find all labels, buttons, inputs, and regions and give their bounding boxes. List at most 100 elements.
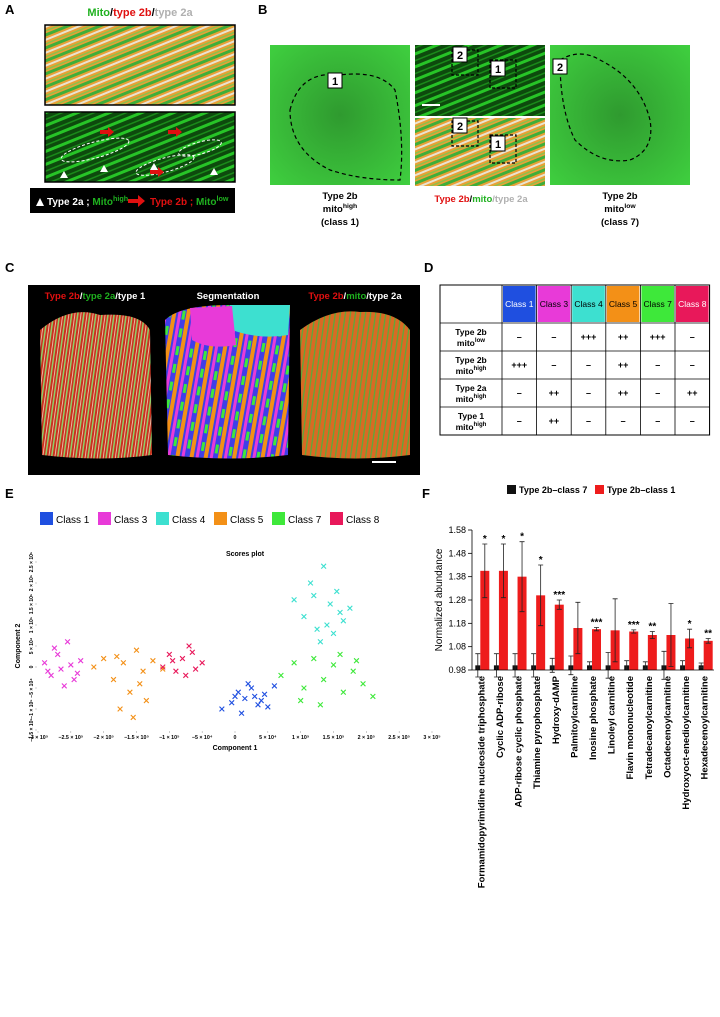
- x-tick-label: 0: [234, 735, 237, 741]
- significance: *: [539, 555, 543, 566]
- table-cell: ++: [549, 416, 560, 426]
- bar: [536, 595, 546, 670]
- scatter-point: [192, 666, 199, 672]
- row-label-part: high: [474, 393, 487, 400]
- header-label: Class 8: [678, 299, 707, 309]
- region-outline: [559, 53, 652, 162]
- scatter-point: [228, 699, 235, 706]
- error-bar: [568, 655, 574, 676]
- scatter-point: [330, 662, 337, 668]
- bar: [703, 640, 713, 670]
- bar: [554, 604, 564, 670]
- significance: *: [520, 532, 524, 543]
- scatter-point: [136, 681, 143, 687]
- table-cell: –: [586, 388, 591, 398]
- scatter-point: [159, 664, 166, 670]
- legend-text-part: Type 2a ;: [47, 197, 92, 208]
- scatter-point: [291, 597, 297, 603]
- table-cell: ++: [549, 388, 560, 398]
- header-label: Class 3: [540, 299, 569, 309]
- x-tick-label: −1.5 × 10⁵: [124, 735, 149, 741]
- scatter-point: [271, 683, 278, 689]
- axis-label: Normalized abundance: [434, 548, 445, 651]
- region-label-box: [552, 58, 568, 75]
- scatter-point: [133, 647, 140, 653]
- x-tick-label: Hexadecenoylcarnitine: [700, 676, 711, 780]
- scatter-point: [330, 630, 337, 637]
- scatter-point: [337, 651, 343, 658]
- scatter-point: [120, 660, 127, 666]
- scatter-point: [360, 681, 366, 687]
- table-cell: ++: [618, 360, 629, 370]
- header-cell: [641, 286, 674, 322]
- error-bar: [475, 653, 481, 678]
- scatter-point: [77, 657, 84, 664]
- region-label: 1: [495, 64, 501, 76]
- header-label: Class 1: [505, 299, 534, 309]
- error-bar: [605, 652, 611, 679]
- image-label-part: Type 2b: [308, 291, 343, 302]
- image-label-part: mito: [346, 291, 366, 302]
- scatter-point: [307, 580, 314, 586]
- header-cell: [572, 286, 605, 322]
- scatter-point: [199, 660, 205, 666]
- x-tick-label: Linoleyl carnitine: [607, 676, 618, 754]
- scatter-point: [320, 563, 327, 569]
- caption-part: mito: [472, 194, 492, 205]
- error-bar: [519, 541, 525, 613]
- x-tick-label: 1.5 × 10⁵: [323, 735, 345, 741]
- y-tick-label: −1.5 × 10⁵: [29, 718, 35, 742]
- x-tick-label: Inosine phosphate: [588, 676, 599, 760]
- x-tick-label: −2.5 × 10⁵: [58, 735, 83, 741]
- scatter-point: [291, 660, 297, 666]
- region-outline: [289, 73, 403, 181]
- table-cell: –: [690, 332, 695, 342]
- triangle-markers: [60, 163, 218, 178]
- x-tick-label: Octadecenoylcarnitine: [662, 676, 673, 778]
- scatter-point: [317, 702, 324, 708]
- table-cell: –: [586, 360, 591, 370]
- scatter-point: [248, 685, 255, 691]
- header-cell: [503, 286, 536, 322]
- arrow-markers: [100, 127, 182, 177]
- error-bar: [594, 627, 599, 632]
- row-label: mitohigh: [456, 421, 487, 432]
- micrograph: [44, 24, 236, 106]
- scatter-point: [68, 662, 74, 668]
- panel-title-part: /: [152, 7, 155, 19]
- table-cell: +++: [511, 360, 527, 370]
- table-cell: +++: [650, 332, 666, 342]
- region-label-box: [452, 117, 468, 134]
- scatter-point: [314, 626, 320, 632]
- image-label-part: Type 2b: [45, 291, 80, 302]
- caption: Type 2b: [322, 191, 357, 202]
- caption-part: /type 2a: [492, 194, 528, 205]
- significance: *: [501, 534, 505, 545]
- y-tick-label: 1.28: [448, 595, 466, 605]
- y-tick-label: 0: [29, 665, 35, 668]
- error-bar: [512, 653, 518, 678]
- image-label: Type 2b/mito/type 2a: [308, 291, 402, 302]
- region-label: 2: [457, 121, 463, 133]
- row-label-part: mito: [457, 338, 475, 348]
- error-bar: [493, 653, 499, 678]
- legend-label: Class 4: [172, 515, 206, 526]
- y-tick-label: −5 × 10⁴: [29, 678, 35, 698]
- scatter-point: [245, 681, 251, 687]
- scatter-point: [74, 670, 81, 677]
- x-tick-label: Flavin mononucleotide: [625, 676, 636, 779]
- scatter-point: [219, 706, 225, 712]
- error-bar: [575, 601, 581, 655]
- table-cell: –: [690, 360, 695, 370]
- x-tick-label: 1 × 10⁵: [292, 735, 310, 741]
- x-tick-label: −1 × 10⁵: [159, 735, 180, 741]
- y-tick-label: 0.98: [448, 665, 466, 675]
- triangle-icon: [36, 198, 44, 206]
- scatter-point: [189, 649, 196, 656]
- error-bar: [587, 661, 592, 670]
- image-label-part: /: [344, 291, 347, 302]
- panel-letter: F: [422, 486, 430, 501]
- fiber-outlines: [60, 137, 222, 176]
